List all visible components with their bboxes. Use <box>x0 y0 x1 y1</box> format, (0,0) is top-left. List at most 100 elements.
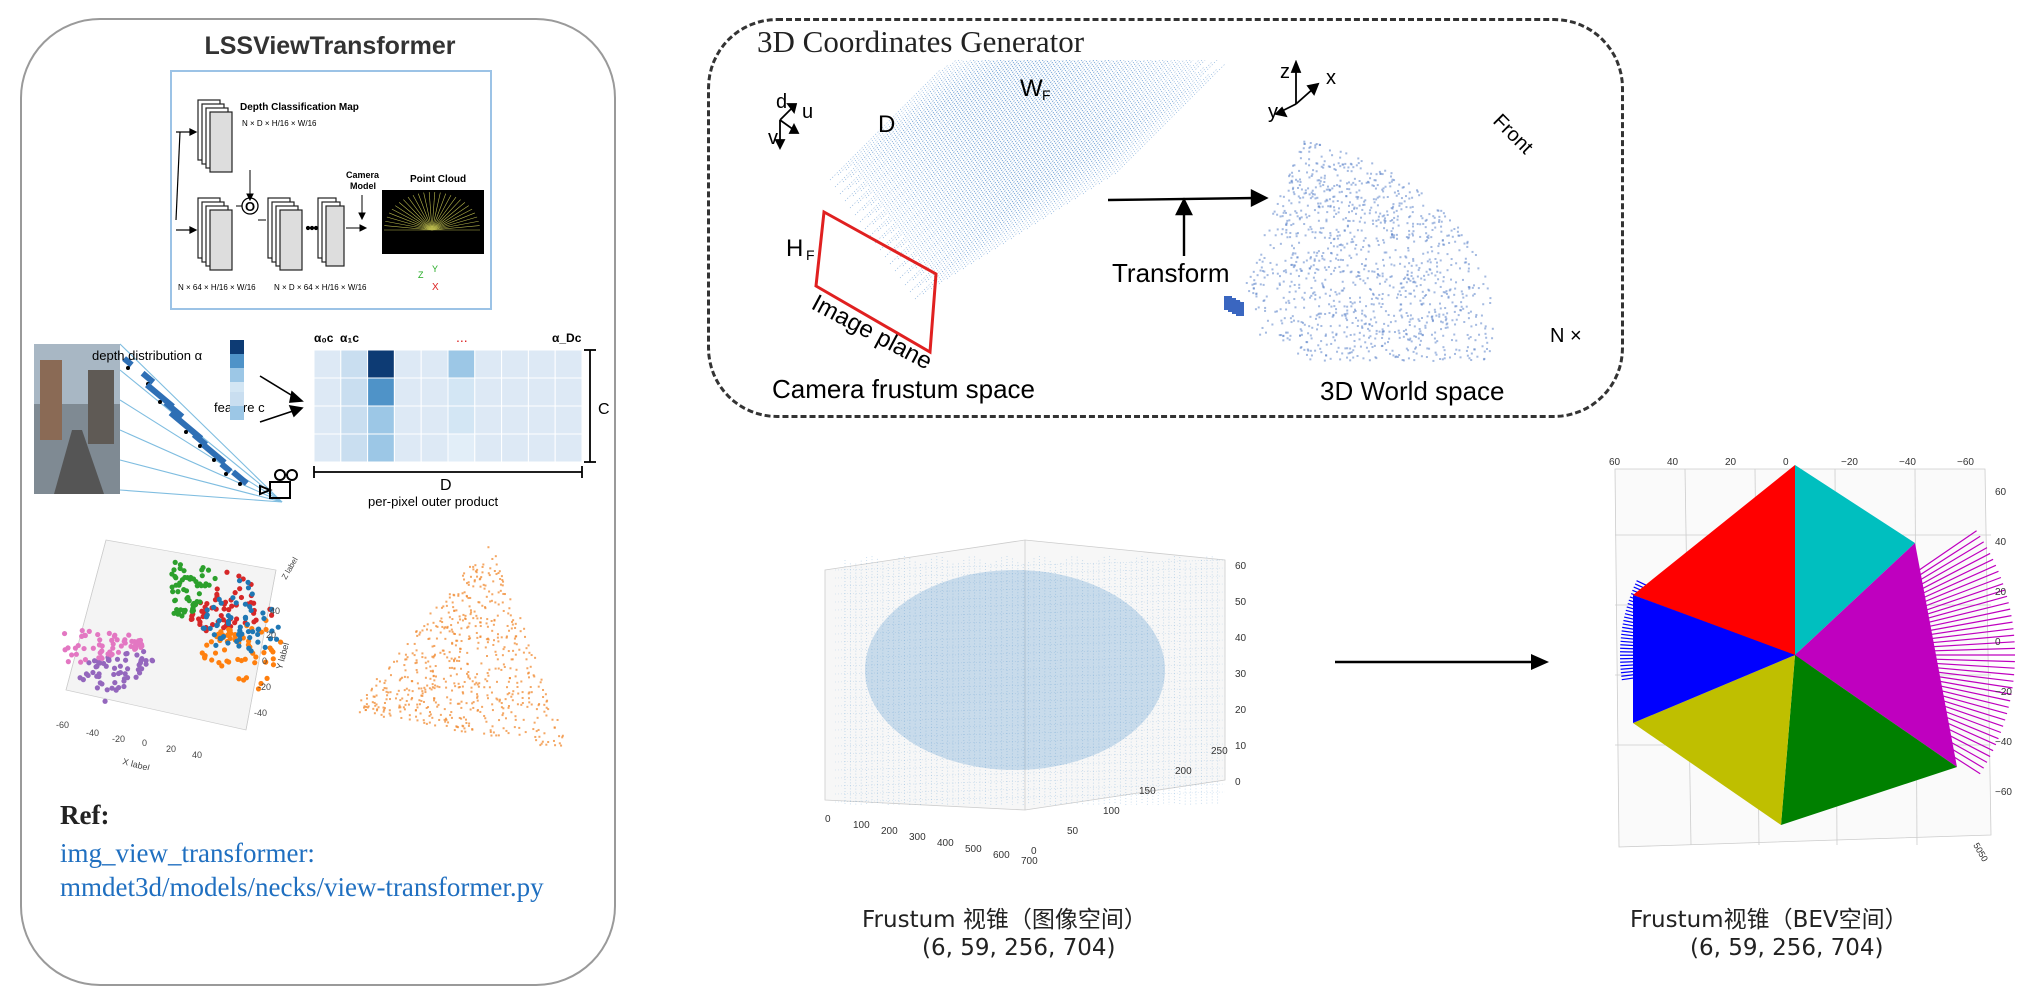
world-point <box>1277 228 1279 230</box>
svg-text:Y: Y <box>432 264 438 274</box>
orange-point <box>425 677 427 679</box>
world-point <box>1374 317 1376 319</box>
orange-point <box>484 606 486 608</box>
world-point <box>1351 351 1353 353</box>
orange-point <box>445 681 447 683</box>
world-point <box>1299 268 1301 270</box>
orange-point <box>416 659 418 661</box>
world-point <box>1273 247 1275 249</box>
world-point <box>1378 216 1380 218</box>
orange-point <box>543 711 545 713</box>
world-point <box>1459 267 1461 269</box>
orange-point <box>491 620 493 622</box>
world-point <box>1399 202 1401 204</box>
ref-link-line2[interactable]: mmdet3d/models/necks/view-transformer.py <box>60 872 544 903</box>
orange-point <box>421 629 423 631</box>
world-point <box>1317 212 1319 214</box>
svg-text:20: 20 <box>166 744 176 754</box>
world-point <box>1389 182 1391 184</box>
world-point <box>1351 271 1353 273</box>
grid-cell <box>314 406 341 434</box>
world-point <box>1396 219 1398 221</box>
world-point <box>1359 338 1361 340</box>
world-point <box>1293 193 1295 195</box>
orange-point <box>383 709 385 711</box>
orange-point <box>546 701 548 703</box>
world-point <box>1404 277 1406 279</box>
orange-point <box>507 625 509 627</box>
world-point <box>1375 211 1377 213</box>
orange-point <box>408 704 410 706</box>
world-point <box>1410 207 1412 209</box>
world-point <box>1412 318 1414 320</box>
orange-point <box>390 691 392 693</box>
orange-point <box>426 723 428 725</box>
pillar-point <box>239 658 244 663</box>
pillar-point <box>111 672 116 677</box>
pillar-point <box>218 636 223 641</box>
feature-vector <box>230 392 244 420</box>
world-point <box>1437 278 1439 280</box>
world-point <box>1290 317 1292 319</box>
orange-point <box>508 681 510 683</box>
world-point <box>1305 213 1307 215</box>
orange-point <box>365 706 367 708</box>
world-point <box>1403 186 1405 188</box>
orange-point <box>514 726 516 728</box>
svg-text:X: X <box>432 282 439 293</box>
orange-point <box>462 619 464 621</box>
world-point <box>1368 270 1370 272</box>
orange-point <box>522 691 524 693</box>
world-point <box>1377 273 1379 275</box>
ref-link-line1[interactable]: img_view_transformer: <box>60 838 315 869</box>
pillar-point <box>217 618 222 623</box>
pillar-point <box>251 619 256 624</box>
svg-text:α₁c: α₁c <box>340 331 359 345</box>
world-point <box>1371 303 1373 305</box>
world-point <box>1480 322 1482 324</box>
orange-point <box>419 703 421 705</box>
world-point <box>1455 262 1457 264</box>
svg-text:α₀c: α₀c <box>314 331 334 345</box>
world-point <box>1316 255 1318 257</box>
orange-point <box>538 686 540 688</box>
world-point <box>1462 308 1464 310</box>
svg-text:Depth Classification Map: Depth Classification Map <box>240 102 359 113</box>
pillar-point <box>121 684 126 689</box>
transform-arrow <box>1108 191 1266 256</box>
pillar-point <box>174 610 179 615</box>
orange-point <box>453 610 455 612</box>
orange-point <box>554 726 556 728</box>
world-point <box>1322 206 1324 208</box>
frustum-ray <box>1082 60 1192 144</box>
world-point <box>1387 341 1389 343</box>
depth-class-stack <box>198 100 232 172</box>
orange-point <box>491 630 493 632</box>
orange-point <box>450 699 452 701</box>
grid-cell <box>448 378 475 406</box>
world-point <box>1344 313 1346 315</box>
pillar-point <box>187 577 192 582</box>
world-point <box>1347 264 1349 266</box>
svg-text:Y label: Y label <box>274 642 291 671</box>
orange-point <box>426 685 428 687</box>
world-point <box>1420 215 1422 217</box>
orange-point <box>485 646 487 648</box>
world-point <box>1343 331 1345 333</box>
world-point <box>1348 188 1350 190</box>
world-point <box>1370 343 1372 345</box>
world-point <box>1294 284 1296 286</box>
world-point <box>1293 247 1295 249</box>
world-point <box>1475 314 1477 316</box>
world-point <box>1468 338 1470 340</box>
world-point <box>1283 212 1285 214</box>
world-point <box>1300 346 1302 348</box>
world-point <box>1329 206 1331 208</box>
world-point <box>1400 283 1402 285</box>
world-point <box>1409 321 1411 323</box>
orange-point <box>515 654 517 656</box>
world-point <box>1341 201 1343 203</box>
orange-point <box>449 597 451 599</box>
world-point <box>1323 190 1325 192</box>
world-point <box>1450 279 1452 281</box>
